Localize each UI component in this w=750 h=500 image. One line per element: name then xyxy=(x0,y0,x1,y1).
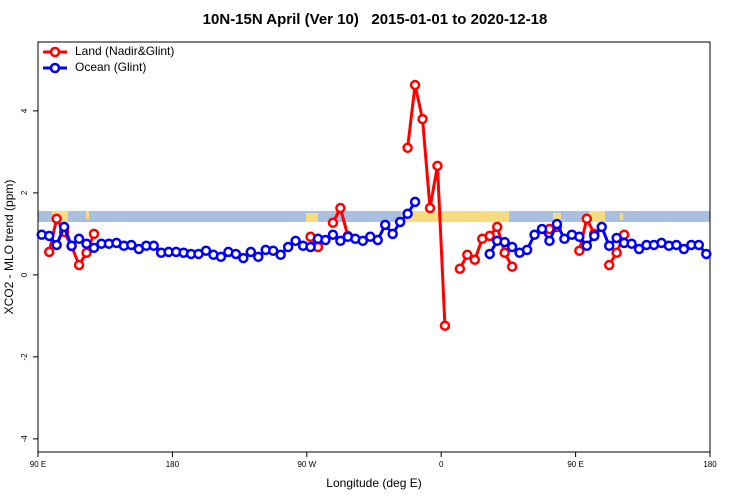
data-point xyxy=(215,251,227,263)
data-point xyxy=(462,249,473,261)
data-point xyxy=(402,142,413,154)
data-point xyxy=(372,234,383,246)
data-point xyxy=(126,239,137,251)
data-point xyxy=(43,230,55,242)
data-point xyxy=(596,221,607,233)
data-point xyxy=(589,230,600,242)
legend-marker xyxy=(49,62,61,74)
data-point xyxy=(88,228,100,240)
data-point xyxy=(536,223,548,235)
data-point xyxy=(581,213,593,224)
data-point xyxy=(51,239,62,251)
data-point xyxy=(387,228,398,240)
x-tick-label: 180 xyxy=(166,460,180,469)
x-tick-label: 180 xyxy=(703,460,717,469)
data-point xyxy=(484,248,495,260)
data-point xyxy=(238,252,249,264)
data-point xyxy=(417,113,428,125)
data-point xyxy=(73,233,85,245)
x-tick-label: 90 W xyxy=(297,460,316,469)
data-point xyxy=(603,259,615,271)
data-point xyxy=(469,254,481,265)
y-tick-label: 0 xyxy=(20,272,29,277)
data-point xyxy=(521,244,533,256)
data-point xyxy=(499,236,510,248)
data-point xyxy=(51,213,62,224)
data-point xyxy=(148,240,159,252)
legend-marker xyxy=(49,46,61,58)
data-point xyxy=(409,79,421,91)
data-point xyxy=(43,246,55,258)
data-point xyxy=(529,229,540,240)
data-point xyxy=(678,243,690,255)
y-axis-label: XCO2 - MLO trend (ppm) xyxy=(2,180,16,315)
data-point xyxy=(245,246,257,258)
y-tick-label: -2 xyxy=(20,353,29,361)
data-point xyxy=(611,247,622,258)
data-point xyxy=(267,245,279,256)
data-point xyxy=(327,229,339,240)
data-point xyxy=(701,248,712,260)
legend-label: Land (Nadir&Glint) xyxy=(75,44,174,58)
x-tick-label: 90 E xyxy=(30,460,46,469)
data-point xyxy=(230,248,242,260)
data-point xyxy=(581,240,593,252)
plot-frame xyxy=(37,41,711,453)
data-point xyxy=(424,202,436,214)
data-point xyxy=(409,196,421,208)
y-tick-label: 2 xyxy=(20,190,29,195)
data-point xyxy=(81,238,92,249)
legend-label: Ocean (Glint) xyxy=(75,60,146,74)
data-point xyxy=(290,235,301,247)
data-point xyxy=(671,239,682,251)
data-point xyxy=(66,240,77,252)
data-point xyxy=(58,221,70,233)
data-point xyxy=(574,245,585,256)
data-point xyxy=(402,208,413,220)
x-tick-label: 90 E xyxy=(567,460,583,469)
x-tick-label: 0 xyxy=(439,460,444,469)
data-point xyxy=(491,221,503,233)
data-point xyxy=(335,235,346,247)
data-point xyxy=(73,259,85,271)
data-point xyxy=(626,238,637,249)
data-point xyxy=(506,261,518,272)
data-point xyxy=(499,247,510,258)
data-point xyxy=(484,230,495,242)
land-mask-strip xyxy=(38,211,710,222)
data-point xyxy=(693,239,705,251)
data-point xyxy=(335,202,346,214)
data-point xyxy=(327,217,339,229)
data-point xyxy=(305,241,316,253)
data-point xyxy=(603,240,615,252)
data-point xyxy=(275,249,286,261)
data-point xyxy=(574,231,585,242)
data-point xyxy=(559,233,570,245)
data-point xyxy=(394,216,406,228)
x-axis-label: Longitude (deg E) xyxy=(326,476,421,490)
data-point xyxy=(253,251,264,263)
data-point xyxy=(320,234,331,246)
data-point xyxy=(439,320,451,331)
data-point xyxy=(506,241,518,253)
data-point xyxy=(611,232,622,244)
y-tick-label: 4 xyxy=(20,108,29,113)
data-point xyxy=(633,243,645,255)
data-point xyxy=(551,218,563,230)
data-point xyxy=(357,235,369,247)
y-tick-label: -4 xyxy=(20,435,29,443)
data-point xyxy=(432,160,443,172)
data-point xyxy=(282,241,294,253)
data-point xyxy=(544,235,555,247)
data-point xyxy=(200,245,212,256)
data-point xyxy=(379,219,391,231)
chart-title: 10N-15N April (Ver 10) 2015-01-01 to 202… xyxy=(203,11,548,28)
data-point xyxy=(454,263,466,274)
data-point xyxy=(88,242,100,254)
